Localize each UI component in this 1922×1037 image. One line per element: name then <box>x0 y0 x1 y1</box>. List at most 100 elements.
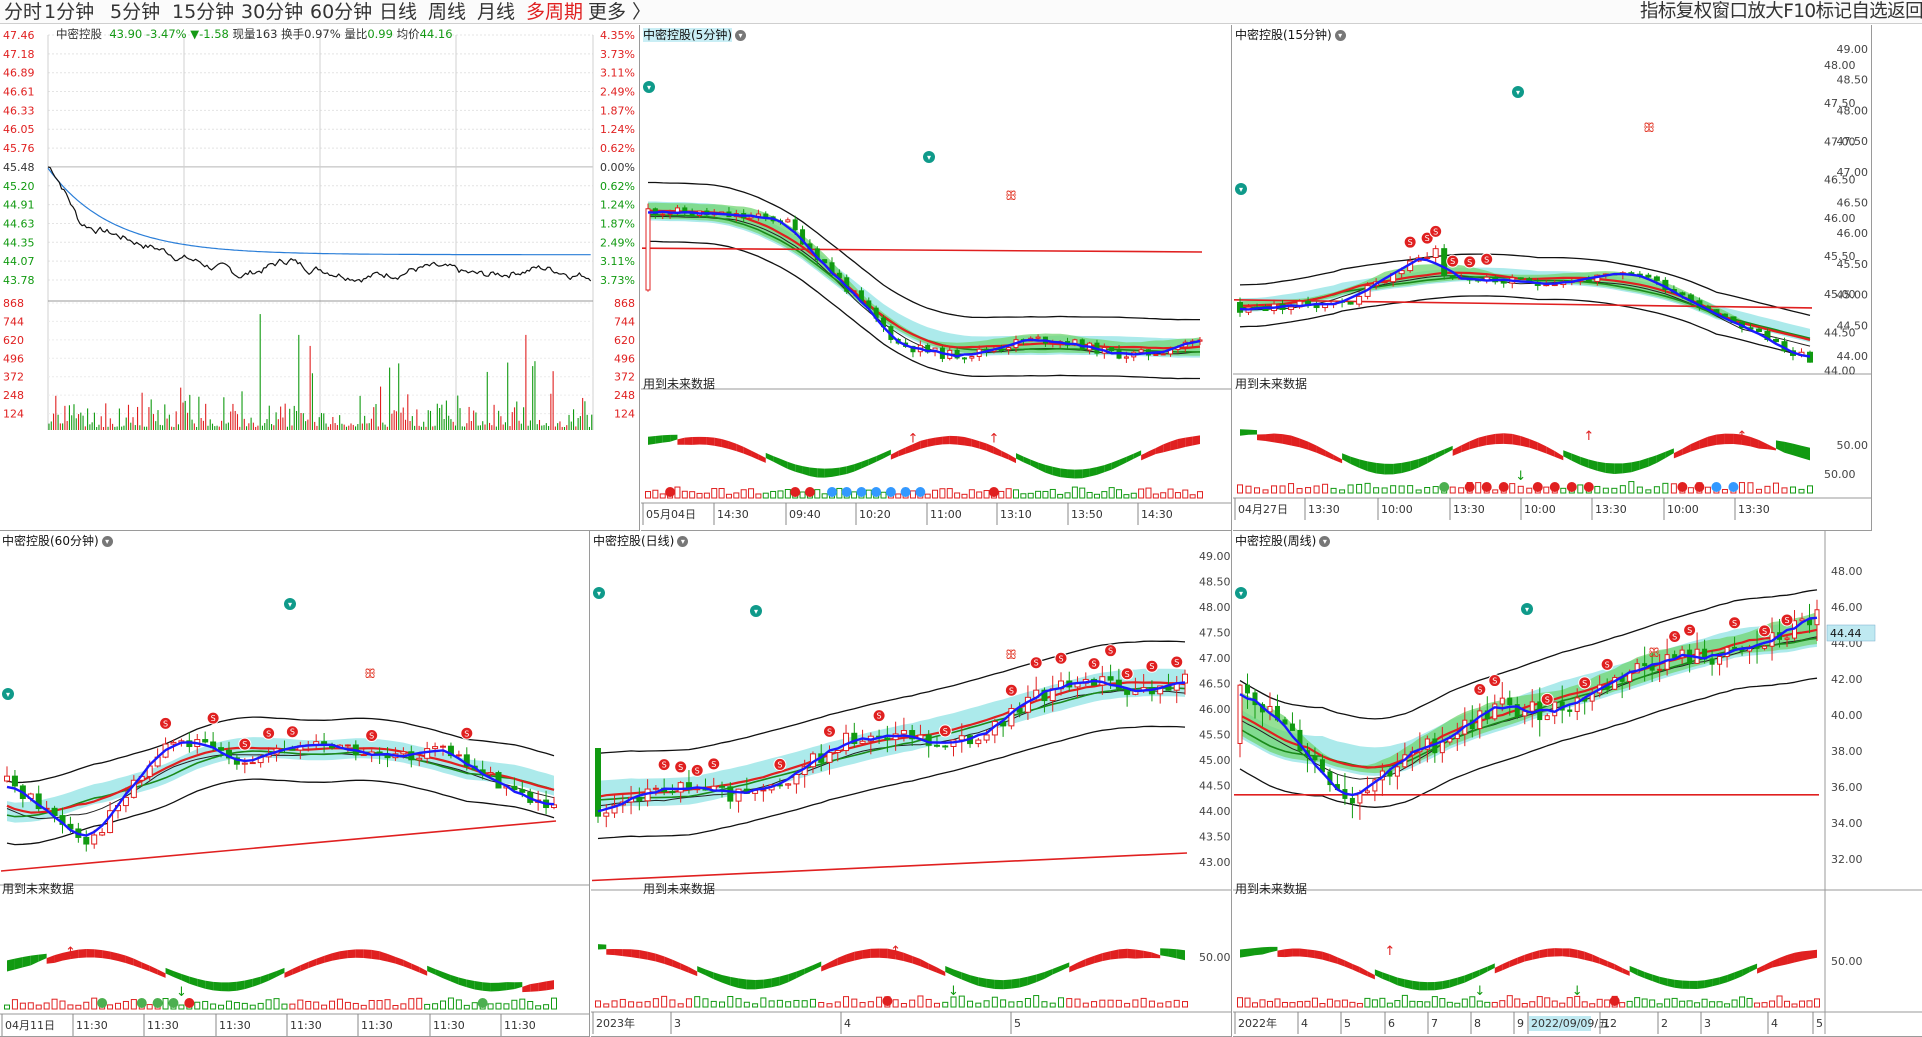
indicator-ribbon <box>771 976 780 988</box>
indicator-bar <box>1475 482 1482 494</box>
teal-signal-icon-glyph: ▾ <box>1239 185 1243 194</box>
tab-intraday[interactable]: 分时 <box>4 1 43 23</box>
right-toolbar-buttons[interactable]: 指标复权窗口放大F10标记自选返回 <box>1640 1 1922 22</box>
indicator-ribbon <box>1316 445 1326 457</box>
indicator-ribbon <box>490 982 499 992</box>
indicator-ribbon <box>1547 948 1555 957</box>
tab-60min[interactable]: 60分钟 <box>310 1 373 23</box>
sell-signal-icon <box>690 763 704 777</box>
indicator-ribbon <box>1082 468 1090 479</box>
indicator-ribbon <box>730 976 739 989</box>
tab-daily[interactable]: 日线 <box>379 1 418 23</box>
indicator-bar <box>1347 484 1354 494</box>
indicator-ribbon <box>1163 441 1171 453</box>
indicator-bar <box>273 998 280 1010</box>
indicator-bar <box>1662 482 1669 494</box>
indicator-ribbon <box>1003 979 1012 990</box>
sell-signal-icon-glyph: S <box>1582 679 1587 688</box>
indicator-bar <box>1197 491 1203 499</box>
indicator-ribbon <box>755 979 764 990</box>
indicator-bar <box>1016 1001 1023 1008</box>
indicator-ribbon <box>870 948 880 958</box>
indicator-bar <box>1148 1000 1155 1008</box>
chevron-down-icon[interactable]: ▾ <box>735 30 746 41</box>
candle <box>900 730 907 735</box>
time-axis-label: 11:30 <box>290 1019 322 1032</box>
indicator-ribbon <box>1787 952 1795 965</box>
indicator-ribbon <box>46 955 55 964</box>
sell-signal-icon-glyph: S <box>1009 686 1014 695</box>
tab-30min[interactable]: 30分钟 <box>241 1 304 23</box>
panel-title-60min[interactable]: 中密控股(60分钟) ▾ <box>2 532 113 549</box>
time-axis-label: 11:30 <box>219 1019 251 1032</box>
green-band <box>1240 612 1817 774</box>
indicator-bar <box>1174 492 1181 499</box>
indicator-bar <box>1594 485 1601 494</box>
indicator-ribbon <box>1038 462 1046 473</box>
candle <box>170 741 177 745</box>
indicator-ribbon <box>1712 977 1720 987</box>
butterfly-icon: ꕥ <box>1005 648 1017 663</box>
indicator-ribbon <box>363 949 372 959</box>
indicator-ribbon <box>1262 946 1270 955</box>
chevron-down-icon[interactable]: ▾ <box>1319 536 1331 547</box>
chevron-down-icon[interactable]: ▾ <box>1334 30 1346 41</box>
indicator-bar <box>1042 490 1049 499</box>
panel-title-15min[interactable]: 中密控股(15分钟) ▾ <box>1235 26 1346 43</box>
indicator-ribbon <box>1384 463 1394 475</box>
panel-15min[interactable]: 48.00 47.50 47.00 46.50 46.00 45.50 45.00 44.50… <box>1233 25 1872 531</box>
candle <box>1244 684 1250 694</box>
indicator-bar <box>1761 1002 1768 1008</box>
indicator-bar <box>1371 999 1378 1008</box>
tab-15min[interactable]: 15分钟 <box>172 1 235 23</box>
indicator-bar <box>59 1000 66 1010</box>
chevron-down-icon[interactable]: ▾ <box>677 536 689 547</box>
candle <box>83 836 90 845</box>
time-axis-label: 6 <box>1388 1017 1395 1030</box>
indicator-bar <box>1581 1001 1588 1008</box>
indicator-bar <box>1784 1000 1791 1008</box>
sell-signal-icon <box>1403 235 1417 249</box>
indicator-ribbon <box>664 956 673 967</box>
indicator-bar <box>801 1000 808 1008</box>
tab-monthly[interactable]: 月线 <box>477 1 516 23</box>
indicator-ribbon <box>684 437 693 445</box>
indicator-ribbon <box>1667 978 1675 988</box>
indicator-ribbon <box>165 967 174 978</box>
tab-5min[interactable]: 5分钟 <box>110 1 161 23</box>
panel-title-daily[interactable]: 中密控股(日线) ▾ <box>593 532 689 549</box>
chevron-down-icon[interactable]: ▾ <box>101 536 113 547</box>
tab-multi-period[interactable]: 多周期 <box>526 1 584 23</box>
panel-5min[interactable]: ▾ ▾ ꕥ ↑ ↑ 05月04日 14:30 09:40 10:20 11:00 13:10 13:5… <box>641 25 1232 531</box>
tab-more[interactable]: 更多 〉 <box>588 1 652 23</box>
tab-1min[interactable]: 1分钟 <box>44 1 95 23</box>
price-tick-label: 43.78 <box>3 274 35 287</box>
indicator-bar <box>400 1003 407 1010</box>
indicator-ribbon <box>1126 453 1134 463</box>
indicator-ribbon <box>945 965 954 976</box>
indicator-bar <box>360 1004 367 1010</box>
panel-weekly[interactable]: 48.00 46.00 44.00 42.00 40.00 38.00 36.00 34.00… <box>1233 531 1922 1037</box>
indicator-bar <box>321 1004 328 1010</box>
indicator-bar <box>727 996 734 1008</box>
tab-weekly[interactable]: 周线 <box>428 1 467 23</box>
indicator-bar <box>958 995 965 1008</box>
indicator-ribbon <box>1427 452 1436 464</box>
indicator-bar <box>1641 998 1648 1008</box>
indicator-bar <box>1099 999 1106 1008</box>
candle <box>99 832 106 836</box>
indicator-ribbon <box>1011 978 1020 989</box>
indicator-ribbon <box>736 443 744 454</box>
indicator-bar <box>1262 489 1269 494</box>
panel-daily[interactable]: 49.00 48.50 48.00 47.50 47.00 46.50 46.00 45.50… <box>591 531 1232 1037</box>
panel-title-weekly[interactable]: 中密控股(周线) ▾ <box>1235 532 1331 549</box>
indicator-bar <box>1033 995 1040 1008</box>
panel-title-5min[interactable]: 中密控股(5分钟) ▾ <box>643 26 746 43</box>
indicator-bar <box>51 998 58 1010</box>
candle <box>107 810 114 834</box>
indicator-bar <box>619 998 626 1008</box>
price-tick-label: 46.00 <box>1824 212 1856 225</box>
indicator-bar <box>1311 997 1318 1008</box>
indicator-bar <box>1386 1002 1393 1008</box>
panel-60min[interactable]: S S S S S S S ▾ ▾ ꕥ ↑ ↓ 04月11日 11:30 11:30 11:30 11:30 11… <box>0 531 590 1037</box>
